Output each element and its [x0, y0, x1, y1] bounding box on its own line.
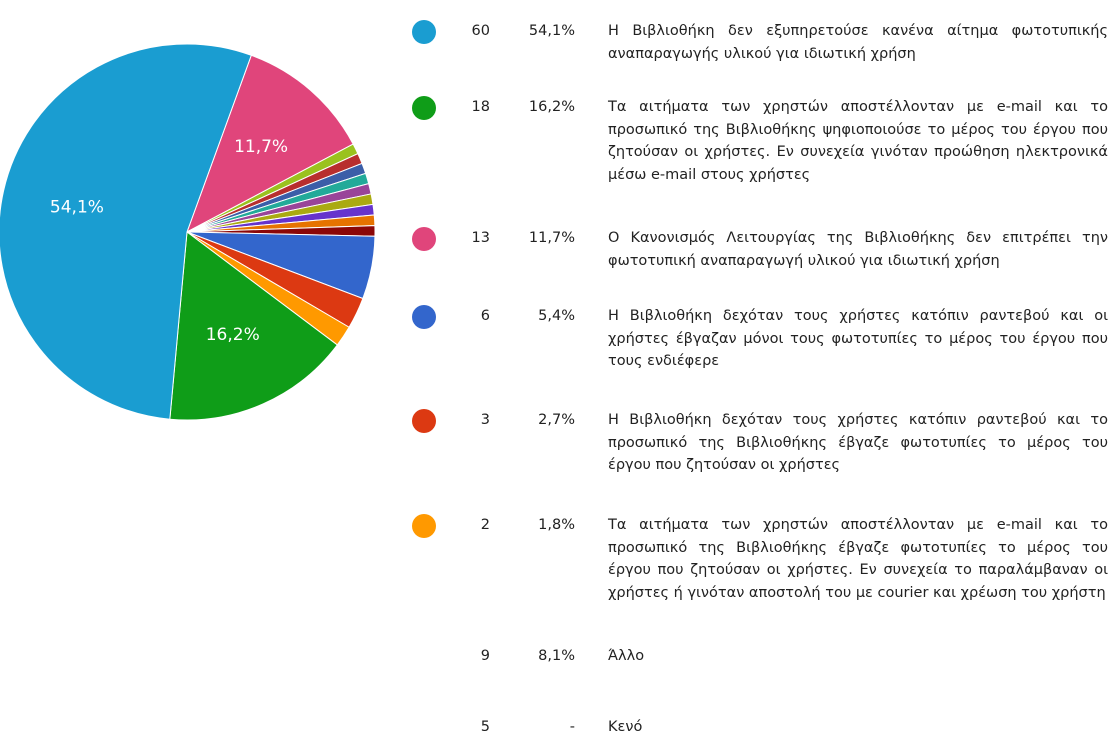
- legend-percent: 1,8%: [538, 517, 575, 533]
- legend-label: Η Βιβλιοθήκη δεχόταν τους χρήστες κατόπι…: [608, 308, 1108, 369]
- legend-count: 5: [480, 719, 490, 733]
- legend-percent: 16,2%: [528, 99, 575, 115]
- legend-count: 2: [480, 517, 490, 533]
- legend-percent: -: [569, 719, 575, 733]
- pie-chart: 11,7% 16,2% 54,1%: [0, 43, 376, 421]
- pie-slice: [0, 43, 252, 420]
- legend-marker: [412, 20, 436, 44]
- legend-marker: [412, 514, 436, 538]
- legend-label: Τα αιτήματα των χρηστών αποστέλλονταν με…: [608, 517, 1108, 601]
- legend-marker: [412, 409, 436, 433]
- legend-count: 9: [480, 648, 490, 664]
- legend-count: 3: [480, 412, 490, 428]
- slice-label: 16,2%: [206, 325, 260, 345]
- legend-label: Η Βιβλιοθήκη δεχόταν τους χρήστες κατόπι…: [608, 412, 1108, 473]
- pie-slice: [169, 231, 339, 421]
- slice-label: 11,7%: [234, 137, 288, 157]
- legend-marker: [412, 96, 436, 120]
- legend-percent: 2,7%: [538, 412, 575, 428]
- legend-count: 60: [471, 23, 490, 39]
- legend-count: 18: [471, 99, 490, 115]
- legend-count: 6: [480, 308, 490, 324]
- legend-label: Ο Κανονισμός Λειτουργίας της Βιβλιοθήκης…: [608, 230, 1108, 269]
- slice-label: 54,1%: [50, 197, 104, 217]
- legend-percent: 11,7%: [528, 230, 575, 246]
- legend-count: 13: [471, 230, 490, 246]
- legend-marker: [412, 227, 436, 251]
- legend-label: Τα αιτήματα των χρηστών αποστέλλονταν με…: [608, 99, 1108, 183]
- legend-label: Η Βιβλιοθήκη δεν εξυπηρετούσε κανένα αίτ…: [608, 23, 1108, 62]
- legend-label: Κενό: [608, 719, 643, 733]
- legend-percent: 54,1%: [528, 23, 575, 39]
- legend-marker: [412, 305, 436, 329]
- legend-label: Άλλο: [608, 648, 645, 664]
- legend-percent: 5,4%: [538, 308, 575, 324]
- legend-percent: 8,1%: [538, 648, 575, 664]
- pie-slice: [186, 54, 354, 234]
